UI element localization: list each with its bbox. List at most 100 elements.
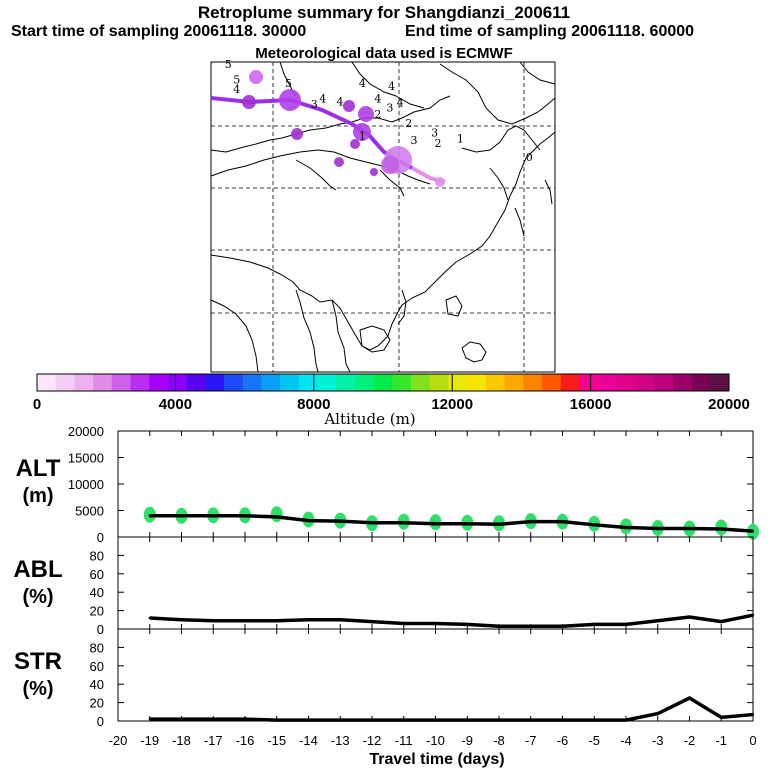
data-point [720, 527, 723, 531]
panel-label: ALT [16, 455, 61, 482]
plume-cluster [279, 89, 301, 111]
colorbar-segment [186, 374, 206, 391]
data-point [624, 526, 628, 529]
colorbar-segment [654, 374, 674, 391]
data-point [402, 718, 405, 722]
data-point [212, 717, 215, 721]
plume-cluster [353, 123, 371, 141]
map-age-label: 4 [337, 95, 344, 108]
data-point [148, 616, 151, 620]
colorbar-segment [55, 374, 75, 391]
colorbar-tick-label: 4000 [159, 396, 192, 413]
colorbar-segment [598, 374, 618, 391]
map-coastline [210, 299, 259, 373]
data-point [243, 717, 247, 721]
colorbar-segment [411, 374, 431, 391]
data-point [656, 527, 659, 530]
chart-title: Retroplume summary for Shangdianzi_20061… [197, 3, 571, 22]
data-point [751, 614, 755, 617]
data-point [624, 623, 628, 626]
x-tick-label: -7 [525, 733, 537, 748]
data-point [307, 618, 310, 621]
colorbar-segment [336, 374, 356, 391]
panel-label: ABL [13, 556, 62, 583]
y-tick-label: 60 [90, 567, 104, 582]
series-line [149, 613, 754, 628]
panel-frame [117, 536, 754, 630]
map-age-label: 4 [319, 92, 326, 105]
colorbar-segment [111, 374, 131, 391]
x-tick-label: -13 [331, 733, 350, 748]
data-point [466, 522, 469, 525]
data-point [180, 514, 183, 517]
map-age-label: 2 [405, 117, 412, 130]
data-point [529, 625, 532, 628]
colorbar-segment [317, 374, 337, 391]
data-point [593, 718, 596, 722]
x-tick-label: -16 [236, 733, 255, 748]
data-point [561, 718, 564, 722]
data-point [402, 521, 405, 524]
data-point [497, 523, 501, 526]
x-tick-label: -2 [684, 733, 696, 748]
start-time: Start time of sampling 20061118. 30000 [11, 23, 307, 40]
map-age-label: 2 [435, 137, 442, 150]
data-point [434, 522, 437, 525]
map-coastline [439, 63, 556, 125]
data-point [275, 718, 278, 722]
colorbar-tick-label: 20000 [708, 396, 750, 413]
colorbar-segment [205, 374, 225, 391]
data-point [180, 717, 183, 721]
colorbar-segment [354, 374, 374, 391]
plume-cluster [249, 70, 263, 84]
colorbar-tick-label: 12000 [431, 396, 473, 413]
y-tick-label: 20 [90, 696, 104, 711]
x-tick-label: -11 [395, 733, 413, 748]
x-tick-label: -9 [461, 733, 473, 748]
map-age-label: 3 [386, 102, 393, 115]
data-point [243, 619, 247, 622]
data-point [656, 712, 659, 715]
colorbar-segment [504, 374, 524, 391]
colorbar-segment [167, 374, 187, 391]
data-point [339, 519, 342, 523]
data-point [434, 718, 437, 722]
panel-label: STR [14, 648, 62, 675]
map-coastline [461, 341, 487, 363]
data-point [307, 519, 310, 522]
map-coastline [359, 325, 391, 353]
map-coastline [379, 169, 405, 197]
colorbar-segment [429, 374, 449, 391]
x-tick-label: -6 [557, 733, 569, 748]
map-coastline [295, 159, 337, 191]
colorbar-segment [710, 374, 730, 391]
data-point [561, 520, 564, 523]
map-age-label: 5 [233, 74, 240, 87]
data-point [370, 620, 374, 623]
y-tick-label: 5000 [75, 504, 104, 519]
colorbar-tick-label: 8000 [297, 396, 330, 413]
x-tick-label: -20 [109, 733, 128, 748]
map-age-label: 4 [388, 80, 395, 93]
colorbar-segment [261, 374, 281, 391]
colorbar-label: Altitude (m) [323, 410, 415, 428]
plume-cluster [381, 156, 399, 174]
colorbar-segment [485, 374, 505, 391]
data-point [466, 623, 469, 626]
map-frame [210, 61, 556, 373]
data-point [593, 623, 596, 626]
data-point [466, 718, 469, 722]
colorbar-segment [467, 374, 487, 391]
data-point [370, 718, 374, 722]
y-tick-label: 10000 [68, 477, 104, 492]
map-coastline [295, 289, 319, 373]
x-tick-label: -15 [267, 733, 286, 748]
colorbar-segment [579, 374, 599, 391]
data-point [148, 514, 151, 517]
y-tick-label: 60 [90, 659, 104, 674]
colorbar-segment [149, 374, 169, 391]
data-point [561, 625, 564, 628]
alt-blob [270, 506, 283, 523]
